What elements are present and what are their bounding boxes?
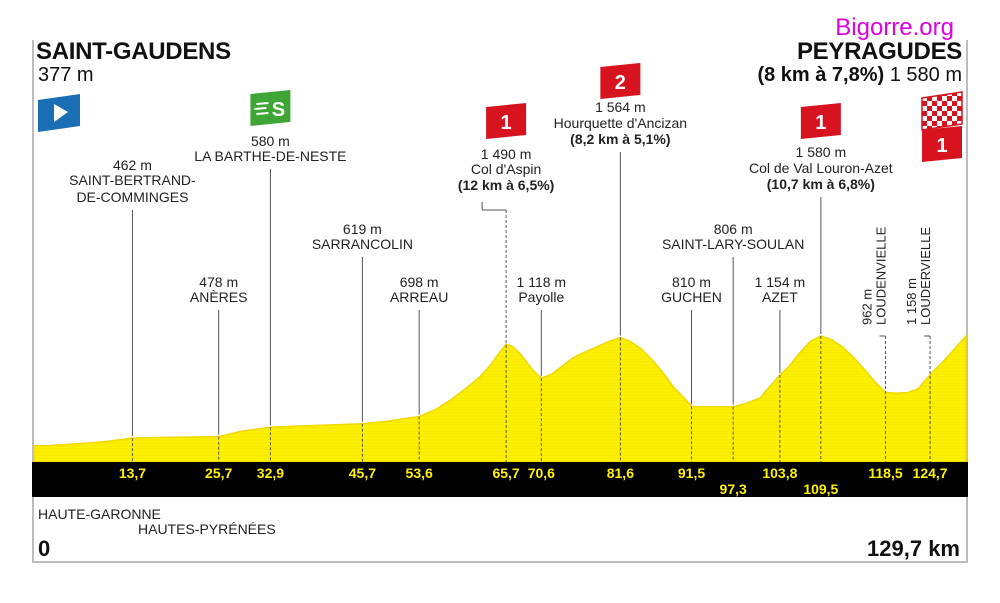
- total-distance: 129,7 km: [867, 536, 960, 561]
- waypoint-km: 13,7: [119, 465, 146, 481]
- profile-area: [33, 334, 967, 463]
- sprint-marker: S: [250, 90, 291, 126]
- waypoint-name: Payolle: [518, 289, 564, 305]
- finish-climb: (8 km à 7,8%): [757, 64, 885, 86]
- waypoint-km: 25,7: [205, 465, 232, 481]
- waypoint-name: LOUDERVIELLE: [918, 227, 933, 325]
- waypoint-altitude: 962 m: [860, 289, 875, 325]
- waypoint-climb: (8,2 km à 5,1%): [570, 131, 670, 147]
- sprint-flag-shape: [250, 90, 291, 126]
- region-haute-garonne: HAUTE-GARONNE: [38, 506, 161, 522]
- kom-category: 1: [501, 112, 512, 134]
- waypoint-2: 580 mLA BARTHE-DE-NESTE 32,9 S: [194, 90, 347, 481]
- waypoint-km: 32,9: [257, 465, 284, 481]
- kom-marker: 1: [800, 103, 841, 139]
- start-distance: 0: [38, 536, 51, 561]
- region-hautes-pyrenees: HAUTES-PYRÉNÉES: [138, 521, 276, 537]
- watermark: Bigorre.org: [835, 14, 954, 41]
- waypoint-name: Hourquette d'Ancizan: [554, 115, 687, 131]
- waypoint-name: Col d'Aspin: [471, 161, 541, 177]
- waypoint-13: 1 158 m LOUDERVIELLE 124,7: [904, 227, 948, 481]
- waypoint-altitude: 580 m: [251, 133, 290, 149]
- finish-details: (8 km à 7,8%) 1 580 m: [757, 64, 962, 87]
- waypoint-altitude: 619 m: [343, 221, 382, 237]
- waypoint-altitude: 478 m: [199, 274, 238, 290]
- chart-frame: [32, 40, 968, 563]
- waypoint-climb: (10,7 km à 6,8%): [767, 176, 875, 192]
- waypoint-km: 118,5: [868, 465, 902, 481]
- waypoint-name: SAINT-LARY-SOULAN: [662, 236, 804, 252]
- waypoint-name: SARRANCOLIN: [312, 236, 413, 252]
- waypoint-altitude: 462 m: [113, 157, 152, 173]
- kom-flag-shape: [800, 103, 841, 139]
- waypoint-km: 53,6: [406, 465, 433, 481]
- waypoint-km: 65,7: [492, 465, 519, 481]
- kom-flag-shape: [600, 63, 641, 99]
- waypoint-name: ANÈRES: [190, 289, 248, 305]
- finish-kom-marker: 1: [922, 126, 962, 162]
- waypoint-name: ARREAU: [390, 289, 448, 305]
- start-town: SAINT-GAUDENS: [36, 38, 231, 65]
- finish-altitude: 1 580 m: [889, 64, 962, 86]
- kom-marker: 2: [600, 63, 641, 99]
- start-arrow-icon: [54, 104, 68, 122]
- waypoint-name: AZET: [762, 289, 798, 305]
- waypoint-altitude: 1 490 m: [481, 146, 532, 162]
- kom-category: 1: [936, 135, 947, 157]
- waypoint-altitude: 806 m: [714, 221, 753, 237]
- waypoint-12: 962 m LOUDENVIELLE 118,5: [860, 226, 903, 481]
- waypoint-name: LA BARTHE-DE-NESTE: [194, 148, 346, 164]
- waypoint-climb: (12 km à 6,5%): [458, 177, 555, 193]
- waypoint-km: 109,5: [803, 481, 838, 497]
- waypoint-altitude: 1 580 m: [796, 144, 847, 160]
- waypoint-altitude: 1 154 m: [755, 274, 806, 290]
- waypoint-km: 103,8: [762, 465, 797, 481]
- waypoint-altitude: 1 118 m: [517, 274, 567, 290]
- finish-town: PEYRAGUDES: [796, 38, 962, 65]
- waypoint-altitude: 1 158 m: [904, 278, 919, 325]
- waypoint-name: DE-COMMINGES: [76, 189, 188, 205]
- waypoint-altitude: 1 564 m: [595, 99, 646, 115]
- sprint-label: S: [272, 99, 285, 121]
- waypoint-name: Col de Val Louron-Azet: [749, 160, 893, 176]
- kom-flag-shape: [922, 126, 962, 162]
- waypoint-km: 81,6: [607, 465, 634, 481]
- kom-category: 2: [615, 72, 626, 94]
- sprint-speed-lines: [254, 102, 269, 115]
- finish-flag: [921, 91, 963, 131]
- start-flag: [38, 94, 80, 132]
- waypoint-name: SAINT-BERTRAND-: [69, 172, 196, 188]
- waypoint-name: GUCHEN: [661, 289, 722, 305]
- waypoint-name: LOUDENVIELLE: [874, 226, 889, 325]
- kom-category: 1: [815, 112, 826, 134]
- waypoint-km: 91,5: [678, 465, 705, 481]
- waypoint-km: 97,3: [720, 481, 747, 497]
- start-altitude: 377 m: [38, 64, 94, 86]
- waypoint-km: 124,7: [913, 465, 948, 481]
- waypoint-km: 45,7: [349, 465, 376, 481]
- waypoint-altitude: 810 m: [672, 274, 711, 290]
- kom-marker: 1: [486, 103, 527, 139]
- kom-flag-shape: [486, 103, 527, 139]
- waypoint-altitude: 698 m: [400, 274, 439, 290]
- distance-bar: [32, 462, 968, 497]
- waypoint-km: 70,6: [528, 465, 555, 481]
